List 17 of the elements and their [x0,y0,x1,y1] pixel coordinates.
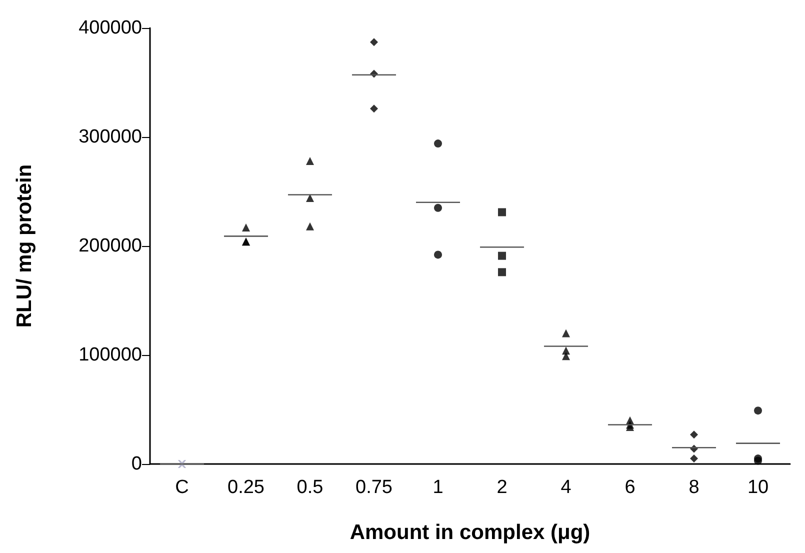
y-tick-label: 400000 [78,18,142,38]
x-axis-title: Amount in complex (μg) [350,521,590,544]
x-tick-label: 0.25 [228,477,264,498]
y-axis-title: RLU/ mg protein [13,164,36,328]
x-tick-label: 0.75 [356,477,392,498]
x-tick-label: 0.5 [296,477,324,498]
y-tick-label: 200000 [78,236,142,256]
x-tick-label: 4 [560,477,572,498]
y-tick-label: 300000 [78,126,142,148]
y-tick-label: 0 [131,454,142,474]
x-tick-label: 2 [496,477,508,498]
x-tick-label: 1 [432,477,444,498]
x-tick-label: C [175,477,189,498]
x-tick-label: 8 [688,477,700,498]
y-tick-label: 100000 [78,344,142,366]
x-tick-label: 10 [747,477,769,498]
x-tick-label: 6 [624,477,636,498]
